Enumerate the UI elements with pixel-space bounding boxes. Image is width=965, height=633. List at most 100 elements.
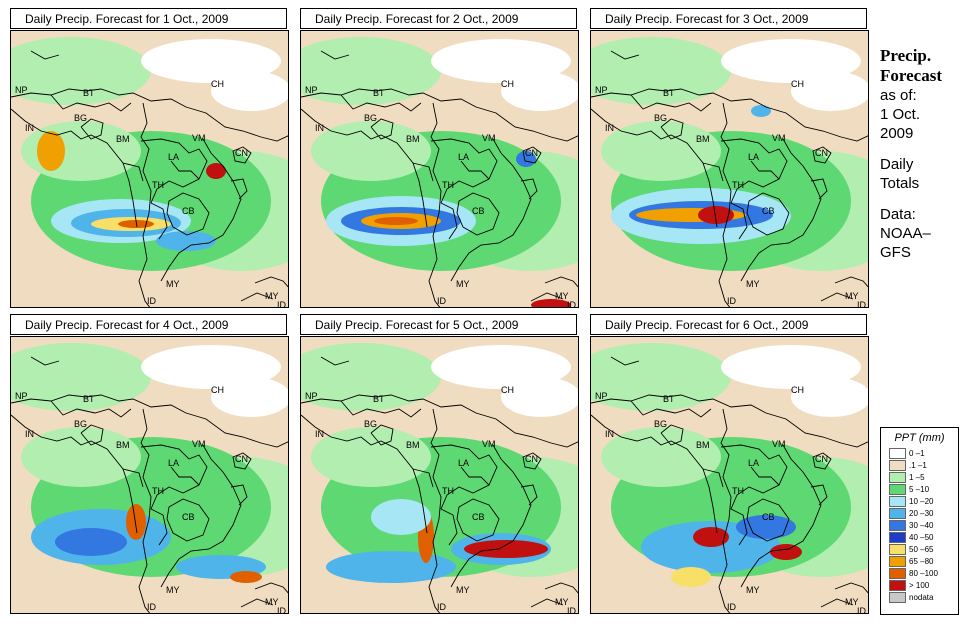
country-borders xyxy=(630,94,832,240)
legend-item: 10 –20 xyxy=(881,495,958,507)
forecast-panel-day-1: Daily Precip. Forecast for 1 Oct., 2009 N… xyxy=(10,8,289,308)
precip-cell xyxy=(531,299,571,307)
country-label-ch: CH xyxy=(211,79,224,89)
panel-title: Daily Precip. Forecast for 1 Oct., 2009 xyxy=(10,8,287,29)
country-label-la: LA xyxy=(748,458,759,468)
legend-item: 5 –10 xyxy=(881,483,958,495)
country-label-cn: CN xyxy=(525,454,538,464)
precip-legend: PPT (mm) 0 –1 .1 –1 1 –5 5 –10 10 –20 20 –30 3… xyxy=(880,427,959,615)
country-label-bm: BM xyxy=(116,134,130,144)
legend-item: 20 –30 xyxy=(881,507,958,519)
legend-label: 1 –5 xyxy=(909,472,925,482)
country-label-la: LA xyxy=(458,458,469,468)
country-label-my2: MY xyxy=(845,597,859,607)
legend-title: PPT (mm) xyxy=(894,432,945,444)
legend-swatch xyxy=(889,531,906,543)
legend-label: 40 –50 xyxy=(909,532,934,542)
country-borders xyxy=(50,400,252,546)
country-label-id2: ID xyxy=(567,300,577,308)
country-label-th: TH xyxy=(152,486,164,496)
precip-cell xyxy=(698,206,734,224)
country-label-my1: MY xyxy=(746,585,760,595)
country-label-my1: MY xyxy=(456,585,470,595)
precip-map: NP BT BG IN BM CH VM LA TH CB CN MY MY ID ID xyxy=(10,30,289,308)
precip-area xyxy=(301,343,441,411)
country-label-my2: MY xyxy=(845,291,859,301)
country-label-np: NP xyxy=(15,391,28,401)
legend-label: 0 –1 xyxy=(909,448,925,458)
country-borders xyxy=(340,94,542,240)
coastline xyxy=(301,88,578,307)
country-label-cn: CN xyxy=(815,454,828,464)
precip-map: NP BT BG IN BM CH VM LA TH CB CN MY MY ID ID xyxy=(590,336,869,614)
country-label-my1: MY xyxy=(166,279,180,289)
coastline xyxy=(301,394,578,613)
precip-cell xyxy=(126,504,146,540)
country-label-cb: CB xyxy=(762,512,775,522)
forecast-panel-day-5: Daily Precip. Forecast for 5 Oct., 2009 N… xyxy=(300,314,579,614)
legend-label: 10 –20 xyxy=(909,496,934,506)
data-line3: GFS xyxy=(880,244,911,261)
country-borders xyxy=(630,400,832,546)
legend-label: 5 –10 xyxy=(909,484,930,494)
precip-area xyxy=(591,37,731,105)
country-label-vm: VM xyxy=(772,133,786,143)
forecast-panel-day-4: Daily Precip. Forecast for 4 Oct., 2009 N… xyxy=(10,314,289,614)
country-label-my2: MY xyxy=(265,291,279,301)
country-label-cb: CB xyxy=(472,206,485,216)
precip-map: NP BT BG IN BM CH VM LA TH CB CN MY MY ID ID xyxy=(10,336,289,614)
precip-area xyxy=(501,377,578,417)
legend-swatch xyxy=(889,507,906,519)
panel-title: Daily Precip. Forecast for 4 Oct., 2009 xyxy=(10,314,287,335)
legend-item: > 100 xyxy=(881,579,958,591)
forecast-panel-day-3: Daily Precip. Forecast for 3 Oct., 2009 N… xyxy=(590,8,869,308)
precip-map: NP BT BG IN BM CH VM LA TH CB CN MY MY ID ID xyxy=(590,30,869,308)
country-label-my2: MY xyxy=(555,597,569,607)
precip-area xyxy=(601,427,721,487)
country-label-np: NP xyxy=(595,391,608,401)
country-label-in: IN xyxy=(25,429,34,439)
forecast-panel-day-6: Daily Precip. Forecast for 6 Oct., 2009 N… xyxy=(590,314,869,614)
country-label-la: LA xyxy=(168,458,179,468)
coastline xyxy=(591,88,868,307)
precip-area xyxy=(211,71,288,111)
precip-cell xyxy=(118,220,154,228)
country-label-bg: BG xyxy=(74,113,87,123)
country-label-bg: BG xyxy=(654,113,667,123)
island-outlines xyxy=(320,50,578,302)
legend-item: 40 –50 xyxy=(881,531,958,543)
country-label-vm: VM xyxy=(772,439,786,449)
country-label-vm: VM xyxy=(482,439,496,449)
precip-area xyxy=(591,343,731,411)
precip-area xyxy=(211,377,288,417)
precip-cell xyxy=(55,528,127,556)
country-label-bg: BG xyxy=(364,419,377,429)
legend-swatch xyxy=(889,555,906,567)
panel-title: Daily Precip. Forecast for 2 Oct., 2009 xyxy=(300,8,577,29)
country-label-in: IN xyxy=(605,123,614,133)
country-label-cn: CN xyxy=(525,148,538,158)
country-label-bm: BM xyxy=(406,440,420,450)
country-label-cn: CN xyxy=(235,454,248,464)
coastline xyxy=(11,88,288,307)
country-label-bg: BG xyxy=(364,113,377,123)
island-outlines xyxy=(610,50,868,302)
legend-item: 65 –80 xyxy=(881,555,958,567)
country-label-th: TH xyxy=(732,180,744,190)
country-label-id2: ID xyxy=(857,606,867,614)
legend-item: 1 –5 xyxy=(881,471,958,483)
country-borders xyxy=(50,94,252,240)
country-label-in: IN xyxy=(25,123,34,133)
forecast-info: Precip. Forecast as of: 1 Oct. 2009 Dail… xyxy=(880,46,965,262)
precip-map: NP BT BG IN BM CH VM LA TH CB CN MY MY ID ID xyxy=(300,336,579,614)
island-outlines xyxy=(320,356,578,608)
country-label-bg: BG xyxy=(654,419,667,429)
country-label-th: TH xyxy=(152,180,164,190)
country-label-np: NP xyxy=(15,85,28,95)
legend-swatch xyxy=(889,483,906,495)
country-label-id1: ID xyxy=(727,296,737,306)
